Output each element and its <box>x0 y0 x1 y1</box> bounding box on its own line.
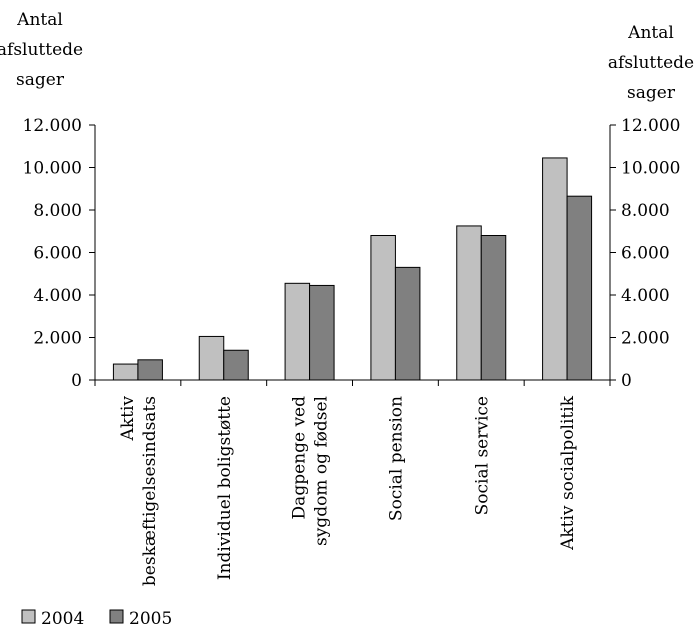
bars <box>112 157 593 381</box>
legend: 2004 2005 <box>21 609 172 628</box>
x-tick-label: sygdom og fødsel <box>312 396 332 546</box>
left-y-axis: 0 2.000 4.000 6.000 8.000 10.000 12.000 <box>23 116 96 391</box>
y-axis-title-left-line: Antal <box>16 10 63 30</box>
left-tick-label: 8.000 <box>33 201 82 221</box>
bar-2004-3 <box>370 235 396 381</box>
bar-2005-2 <box>309 284 335 381</box>
legend-swatch-2005 <box>109 609 124 624</box>
bar-2005-3 <box>394 266 421 381</box>
legend-swatch-2004 <box>21 609 36 624</box>
y-axis-title-right-line: Antal <box>627 23 674 43</box>
bar-2005-1 <box>223 349 249 381</box>
y-axis-title-right: Antal afsluttede sager <box>608 23 694 103</box>
bar-2004-0 <box>112 363 139 381</box>
right-tick-label: 6.000 <box>621 244 670 264</box>
bar-2004-1 <box>198 335 225 381</box>
x-tick-label: Individuel boligstøtte <box>215 396 235 580</box>
x-tick-label: beskæftigelsesindsats <box>140 396 160 586</box>
bar-2004-5 <box>542 157 568 381</box>
x-axis-labels: Aktiv beskæftigelsesindsats Individuel bol… <box>118 395 578 586</box>
bar-2005-0 <box>137 359 163 381</box>
x-axis <box>94 379 611 386</box>
left-tick-label: 2.000 <box>33 329 82 349</box>
right-tick-label: 4.000 <box>621 286 670 306</box>
left-tick-label: 10.000 <box>23 159 82 179</box>
y-axis-title-left-line: afsluttede <box>0 40 83 60</box>
y-axis-title-right-line: afsluttede <box>608 53 694 73</box>
legend-label: 2004 <box>41 609 84 628</box>
y-axis-title-left: Antal afsluttede sager <box>0 10 83 90</box>
left-tick-label: 0 <box>71 371 82 391</box>
x-tick-label: Aktiv <box>118 396 138 442</box>
x-tick-label: Aktiv socialpolitik <box>558 395 578 551</box>
left-tick-label: 4.000 <box>33 286 82 306</box>
right-tick-label: 12.000 <box>621 116 680 136</box>
left-tick-label: 12.000 <box>23 116 82 136</box>
right-y-axis: 0 2.000 4.000 6.000 8.000 10.000 12.000 <box>609 116 680 391</box>
right-tick-label: 2.000 <box>621 329 670 349</box>
y-axis-title-left-line: sager <box>16 70 65 90</box>
bar-2004-4 <box>456 225 482 381</box>
right-tick-label: 8.000 <box>621 201 670 221</box>
legend-label: 2005 <box>129 609 172 628</box>
bar-2004-2 <box>284 282 311 381</box>
bar-2005-5 <box>566 195 593 381</box>
bar-2005-4 <box>480 235 507 381</box>
x-tick-label: Social pension <box>386 396 406 521</box>
right-tick-label: 0 <box>621 371 632 391</box>
right-tick-label: 10.000 <box>621 159 680 179</box>
x-tick-label: Social service <box>472 396 492 515</box>
x-tick-label: Dagpenge ved <box>290 396 310 520</box>
y-axis-title-right-line: sager <box>627 83 676 103</box>
left-tick-label: 6.000 <box>33 244 82 264</box>
